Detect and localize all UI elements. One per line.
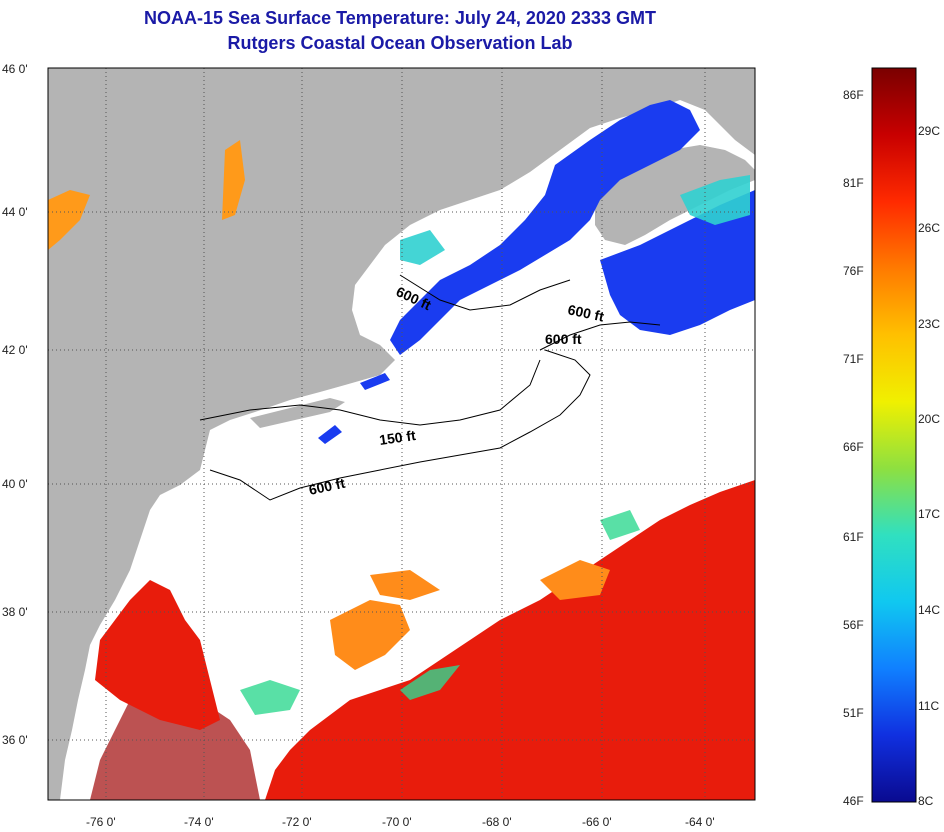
colorbar-c-label: 29C: [918, 124, 940, 138]
lat-label: 42 0': [2, 343, 28, 357]
colorbar-f-label: 46F: [843, 794, 864, 808]
lon-label: -72 0': [282, 815, 312, 829]
lat-label: 44 0': [2, 205, 28, 219]
lat-label: 36 0': [2, 733, 28, 747]
colorbar-f-label: 51F: [843, 706, 864, 720]
contour-label: 600 ft: [307, 475, 346, 498]
land-mainland: [48, 68, 755, 800]
lon-label: -64 0': [685, 815, 715, 829]
cold-water-gulf-of-maine: [390, 100, 700, 355]
lon-label: -76 0': [86, 815, 116, 829]
colorbar-f-label: 56F: [843, 618, 864, 632]
warm-patches: [330, 560, 610, 670]
colorbar-c-label: 8C: [918, 794, 934, 808]
cyan-patches: [400, 175, 750, 265]
bathymetry-contours: [199, 274, 661, 501]
colorbar-c-label: 14C: [918, 603, 940, 617]
colorbar-f-label: 66F: [843, 440, 864, 454]
map-title: NOAA-15 Sea Surface Temperature: July 24…: [144, 8, 656, 28]
contour-label: 600 ft: [566, 301, 605, 324]
inland-warm-lake: [48, 140, 245, 250]
map-subtitle: Rutgers Coastal Ocean Observation Lab: [227, 33, 573, 53]
colorbar-celsius-labels: 29C 26C 23C 20C 17C 14C 11C 8C: [918, 124, 940, 808]
lon-label: -68 0': [482, 815, 512, 829]
lon-label: -74 0': [184, 815, 214, 829]
contour-label: 600 ft: [545, 331, 582, 347]
colorbar-c-label: 20C: [918, 412, 940, 426]
map-frame: [47, 67, 756, 801]
lat-label: 40 0': [2, 477, 28, 491]
colorbar-f-label: 86F: [843, 88, 864, 102]
colorbar-c-label: 23C: [918, 317, 940, 331]
warm-water-coastal: [95, 580, 220, 730]
map-area: [48, 68, 755, 800]
land-long-island: [250, 398, 345, 428]
contour-label: 150 ft: [378, 427, 417, 448]
cold-spot-small: [318, 373, 390, 444]
colorbar-f-label: 61F: [843, 530, 864, 544]
colorbar-c-label: 17C: [918, 507, 940, 521]
temperature-colorbar: [871, 67, 917, 803]
lat-label: 38 0': [2, 605, 28, 619]
colorbar-f-label: 76F: [843, 264, 864, 278]
colorbar-fahrenheit-labels: 86F 81F 76F 71F 66F 61F 56F 51F 46F: [843, 88, 864, 808]
cold-water-scotian-shelf: [600, 190, 755, 335]
colorbar-f-label: 81F: [843, 176, 864, 190]
warm-water-main: [265, 480, 755, 800]
latitude-labels: 46 0' 44 0' 42 0' 40 0' 38 0' 36 0': [2, 62, 28, 747]
colorbar-c-label: 26C: [918, 221, 940, 235]
colorbar-c-label: 11C: [918, 699, 939, 713]
mixed-patches: [240, 510, 640, 715]
longitude-labels: -76 0' -74 0' -72 0' -70 0' -68 0' -66 0…: [86, 815, 715, 829]
lat-label: 46 0': [2, 62, 28, 76]
colorbar-f-label: 71F: [843, 352, 864, 366]
lon-label: -70 0': [382, 815, 412, 829]
lon-label: -66 0': [582, 815, 612, 829]
